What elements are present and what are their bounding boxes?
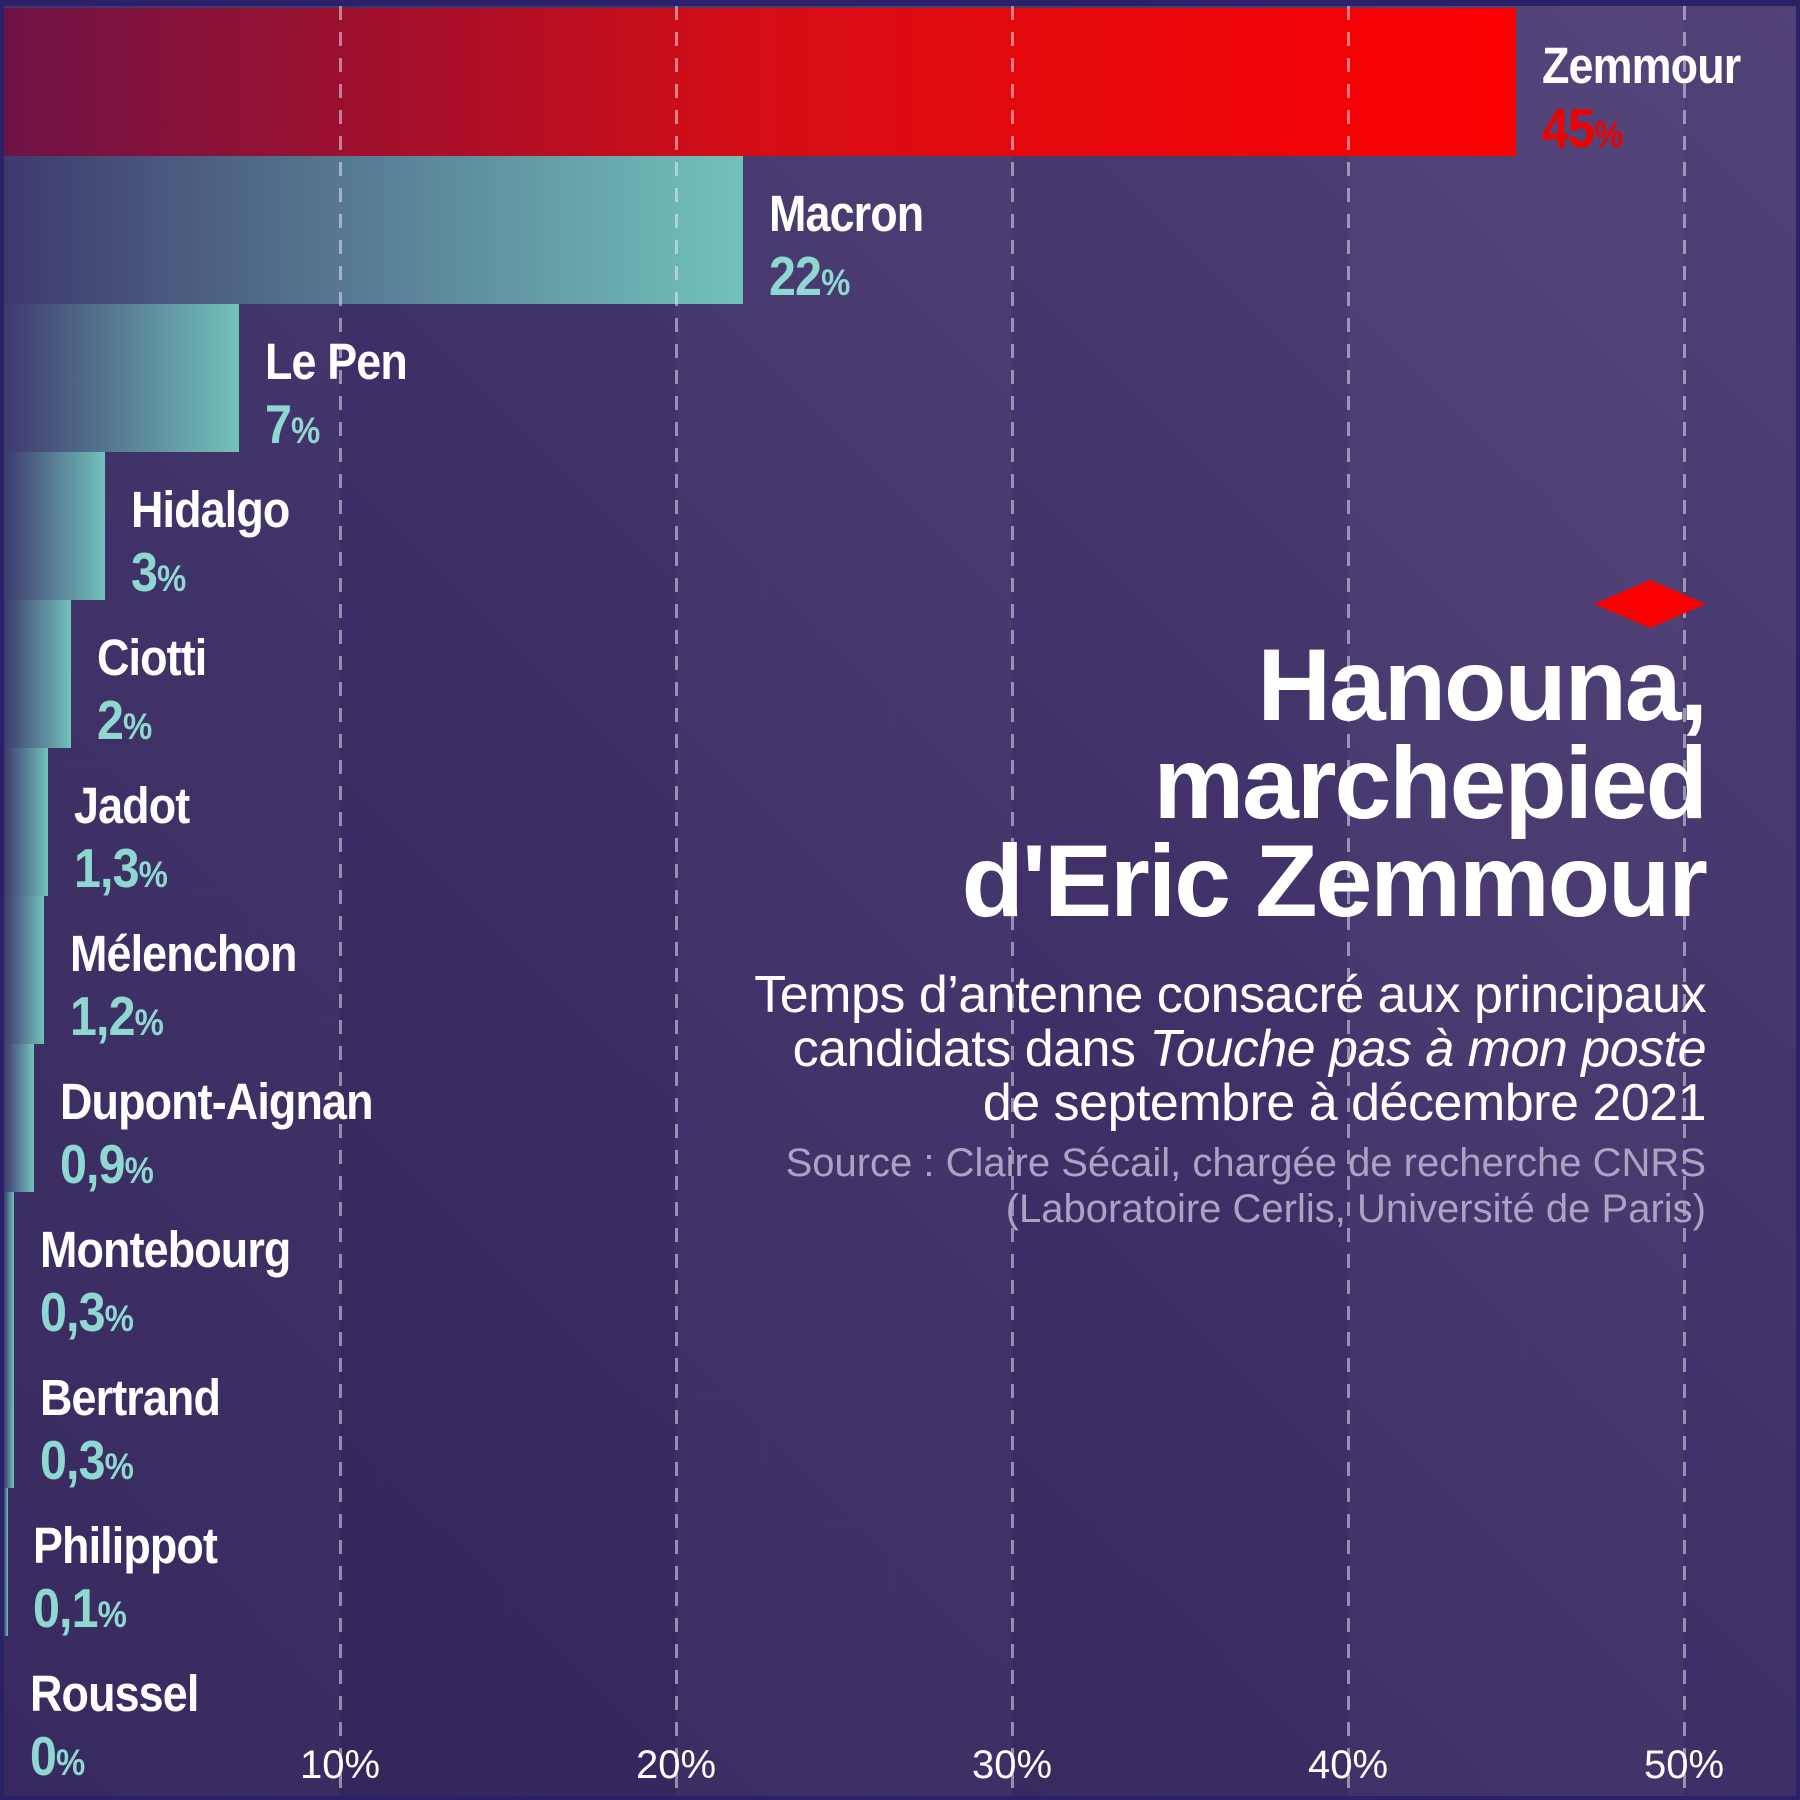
candidate-name: Bertrand	[40, 1369, 221, 1426]
title-line-3: d'Eric Zemmour	[961, 824, 1708, 938]
bar-row-9: Bertrand 0,3%	[4, 1340, 1796, 1488]
bar-9	[4, 1340, 15, 1488]
bar-label-2: Le Pen 7%	[265, 304, 426, 458]
candidate-value: 3%	[130, 541, 186, 603]
bar-label-4: Ciotti 2%	[97, 600, 221, 754]
candidate-name: Le Pen	[265, 333, 408, 390]
subtitle-line-3: de septembre à décembre 2021	[982, 1074, 1707, 1132]
candidate-value: 0,3%	[40, 1281, 134, 1343]
gridline-20%	[674, 6, 678, 1796]
bar-label-3: Hidalgo 3%	[131, 452, 311, 606]
candidate-value: 1,3%	[73, 837, 168, 899]
bar-row-5: Jadot 1,3%	[4, 748, 1796, 896]
candidate-name: Macron	[769, 185, 924, 242]
bar-7	[4, 1044, 35, 1192]
bar-3	[4, 452, 105, 600]
bar-row-0: Zemmour 45%	[4, 8, 1796, 156]
gridline-10%	[338, 6, 342, 1796]
bar-label-11: Roussel 0%	[30, 1636, 221, 1790]
bar-4	[4, 600, 72, 748]
bar-row-4: Ciotti 2%	[4, 600, 1796, 748]
candidate-value: 0,9%	[60, 1133, 154, 1195]
bar-row-8: Montebourg 0,3%	[4, 1192, 1796, 1340]
candidate-name: Montebourg	[40, 1221, 291, 1278]
candidate-value: 2%	[97, 689, 152, 751]
source-line-1: Source : Claire Sécail, chargée de reche…	[785, 1141, 1706, 1185]
bar-0	[4, 8, 1516, 156]
gridline-30%	[1010, 6, 1014, 1796]
candidate-name: Jadot	[73, 777, 190, 834]
title-line-2: marchepied	[1153, 726, 1708, 840]
bar-label-6: Mélenchon 1,2%	[70, 896, 327, 1050]
candidate-value: 0,3%	[40, 1429, 134, 1491]
bar-1	[4, 156, 744, 304]
bar-row-3: Hidalgo 3%	[4, 452, 1796, 600]
bar-row-11: Roussel 0%	[4, 1636, 1796, 1785]
bar-label-7: Dupont-Aignan 0,9%	[60, 1044, 415, 1198]
bar-8	[4, 1192, 15, 1340]
chart-subtitle: Temps d’antenne consacré aux principaux …	[754, 968, 1706, 1130]
x-axis-tick-10%: 10%	[299, 1743, 381, 1787]
x-axis-tick-20%: 20%	[635, 1743, 717, 1787]
bar-label-1: Macron 22%	[769, 156, 944, 310]
candidate-name: Ciotti	[97, 629, 207, 686]
subtitle-line-2-prefix: candidats dans	[792, 1020, 1150, 1078]
candidate-name: Dupont-Aignan	[60, 1073, 373, 1130]
bar-label-9: Bertrand 0,3%	[40, 1340, 245, 1494]
bar-row-10: Philippot 0,1%	[4, 1488, 1796, 1636]
candidate-name: Hidalgo	[130, 481, 290, 538]
candidate-value: 0,1%	[33, 1577, 127, 1639]
show-name-italic: Touche pas à mon poste	[1149, 1020, 1706, 1078]
bar-row-7: Dupont-Aignan 0,9%	[4, 1044, 1796, 1192]
gridline-50%	[1682, 6, 1686, 1796]
bar-10	[4, 1488, 8, 1636]
bar-5	[4, 748, 48, 896]
subtitle-line-1: Temps d’antenne consacré aux principaux	[754, 966, 1706, 1024]
candidate-value: 0%	[30, 1725, 85, 1787]
bar-row-2: Le Pen 7%	[4, 304, 1796, 452]
candidate-name: Philippot	[33, 1517, 218, 1574]
x-axis-tick-30%: 30%	[971, 1743, 1053, 1787]
bar-2	[4, 304, 240, 452]
bar-label-0: Zemmour 45%	[1542, 8, 1767, 162]
bar-label-5: Jadot 1,3%	[74, 748, 205, 902]
x-axis-tick-50%: 50%	[1643, 1743, 1725, 1787]
candidate-name: Zemmour	[1542, 37, 1741, 94]
x-axis-tick-40%: 40%	[1307, 1743, 1389, 1787]
candidate-value: 7%	[265, 393, 320, 455]
page-title: Hanouna, marchepied d'Eric Zemmour	[961, 628, 1708, 938]
bar-6	[4, 896, 45, 1044]
candidate-value: 1,2%	[70, 985, 164, 1047]
bar-row-6: Mélenchon 1,2%	[4, 896, 1796, 1044]
source-line-2: (Laboratoire Cerlis, Université de Paris…	[1005, 1187, 1706, 1231]
subtitle-line-2: candidats dans Touche pas à mon poste	[754, 1020, 1707, 1078]
candidate-name: Mélenchon	[70, 925, 297, 982]
source-credit: Source : Claire Sécail, chargée de reche…	[786, 1140, 1706, 1232]
bar-label-8: Montebourg 0,3%	[40, 1192, 325, 1346]
bar-row-1: Macron 22%	[4, 156, 1796, 304]
candidate-name: Roussel	[30, 1665, 199, 1722]
bar-label-10: Philippot 0,1%	[33, 1488, 242, 1642]
gridline-40%	[1346, 6, 1350, 1796]
candidate-value: 22%	[769, 245, 850, 307]
title-line-1: Hanouna,	[1257, 628, 1708, 742]
candidate-value: 45%	[1542, 97, 1623, 159]
